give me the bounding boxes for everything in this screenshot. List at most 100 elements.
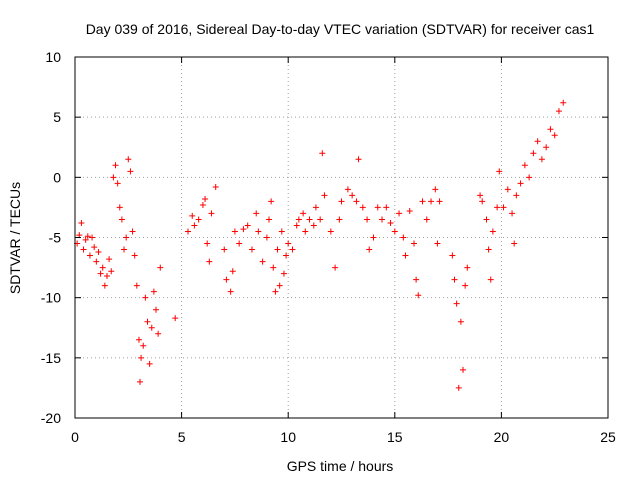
data-point — [91, 244, 98, 251]
data-point — [157, 264, 164, 271]
data-point — [93, 258, 100, 265]
data-point — [110, 174, 117, 181]
data-point — [140, 342, 147, 349]
y-tick-label: 0 — [53, 169, 61, 185]
data-point — [189, 212, 196, 219]
data-point — [240, 226, 247, 233]
x-tick-label: 0 — [71, 429, 79, 445]
data-point — [543, 144, 550, 151]
data-point — [511, 240, 518, 247]
data-point — [517, 180, 524, 187]
data-point — [263, 234, 270, 241]
data-point — [146, 360, 153, 367]
data-point — [485, 246, 492, 253]
y-tick-label: 10 — [45, 49, 61, 65]
data-point — [534, 138, 541, 145]
data-point — [78, 220, 85, 227]
x-tick-label: 25 — [600, 429, 616, 445]
x-axis-label: GPS time / hours — [287, 458, 394, 474]
data-point — [302, 228, 309, 235]
data-point — [483, 216, 490, 223]
data-point — [268, 198, 275, 205]
data-point — [135, 336, 142, 343]
data-point — [248, 246, 255, 253]
data-point — [494, 204, 501, 211]
data-point — [283, 252, 290, 259]
x-tick-label: 10 — [280, 429, 296, 445]
data-point — [400, 234, 407, 241]
data-point — [359, 204, 366, 211]
data-point — [432, 186, 439, 193]
data-point — [396, 210, 403, 217]
data-point — [336, 216, 343, 223]
data-point — [464, 264, 471, 271]
data-point — [513, 192, 520, 199]
y-tick-label: 5 — [53, 109, 61, 125]
data-point — [379, 216, 386, 223]
data-point — [366, 246, 373, 253]
data-point — [133, 282, 140, 289]
data-point — [244, 222, 251, 229]
data-point — [489, 228, 496, 235]
y-axis-label: SDTVAR / TECUs — [7, 182, 23, 294]
data-point — [195, 216, 202, 223]
data-point — [526, 174, 533, 181]
data-point — [455, 384, 462, 391]
data-point — [274, 246, 281, 253]
data-point — [551, 132, 558, 139]
data-point — [223, 276, 230, 283]
data-point — [103, 273, 110, 280]
data-point — [212, 183, 219, 190]
data-point — [338, 198, 345, 205]
data-point — [229, 268, 236, 275]
data-point — [555, 108, 562, 115]
data-point — [202, 195, 209, 202]
data-point — [289, 246, 296, 253]
data-point — [270, 264, 277, 271]
data-point — [199, 202, 206, 209]
data-point — [410, 240, 417, 247]
data-point — [344, 186, 351, 193]
data-point — [114, 180, 121, 187]
data-point — [423, 216, 430, 223]
data-point — [206, 258, 213, 265]
axis-ticks — [74, 56, 609, 419]
data-point — [131, 252, 138, 259]
data-point — [82, 236, 89, 243]
data-point — [191, 222, 198, 229]
data-point — [112, 162, 119, 169]
data-point — [127, 168, 134, 175]
data-point — [227, 288, 234, 295]
data-point — [449, 252, 456, 259]
chart-title: Day 039 of 2016, Sidereal Day-to-day VTE… — [86, 21, 595, 37]
data-point — [453, 300, 460, 307]
data-point — [487, 276, 494, 283]
data-point — [391, 228, 398, 235]
data-point — [462, 282, 469, 289]
data-point — [153, 306, 160, 313]
data-point — [538, 156, 545, 163]
data-point — [321, 192, 328, 199]
data-point — [306, 216, 313, 223]
data-point — [428, 198, 435, 205]
data-point — [364, 216, 371, 223]
data-point — [312, 204, 319, 211]
data-point — [460, 366, 467, 373]
data-point — [138, 354, 145, 361]
data-point — [89, 234, 96, 241]
data-point — [319, 150, 326, 157]
data-point — [327, 228, 334, 235]
data-point — [504, 186, 511, 193]
data-point — [97, 270, 104, 277]
data-point — [236, 240, 243, 247]
data-point — [208, 210, 215, 217]
data-point — [84, 233, 91, 240]
data-point — [99, 264, 106, 271]
data-point — [108, 268, 115, 275]
data-point — [419, 198, 426, 205]
data-point — [278, 228, 285, 235]
data-points — [74, 99, 567, 391]
data-point — [496, 168, 503, 175]
data-point — [101, 282, 108, 289]
